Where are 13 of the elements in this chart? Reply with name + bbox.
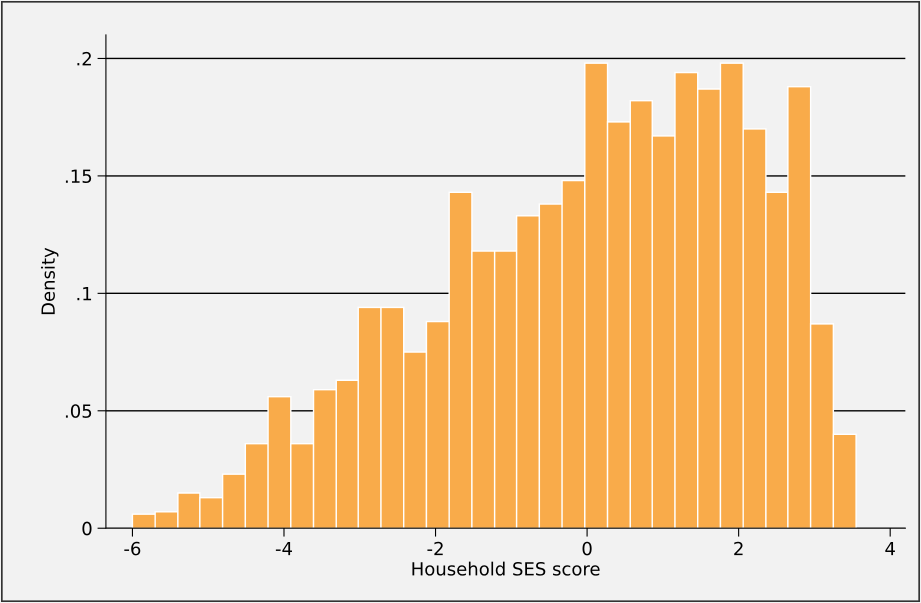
y-tick-label: .05 [66, 404, 92, 418]
x-tick-label: 0 [582, 542, 592, 556]
y-tick-label: .15 [66, 170, 92, 184]
x-tick-label: -6 [124, 542, 140, 556]
x-tick-label: 4 [885, 542, 895, 556]
x-tick-label: 2 [734, 542, 743, 556]
x-axis-title: Household SES score [412, 562, 600, 576]
y-tick-label: .2 [77, 52, 91, 66]
y-axis-title: Density [40, 248, 58, 314]
x-tick-label: -4 [276, 542, 292, 556]
y-tick-label: .1 [77, 287, 92, 300]
y-tick-label: 0 [82, 522, 92, 536]
x-tick-label: -2 [427, 542, 443, 556]
